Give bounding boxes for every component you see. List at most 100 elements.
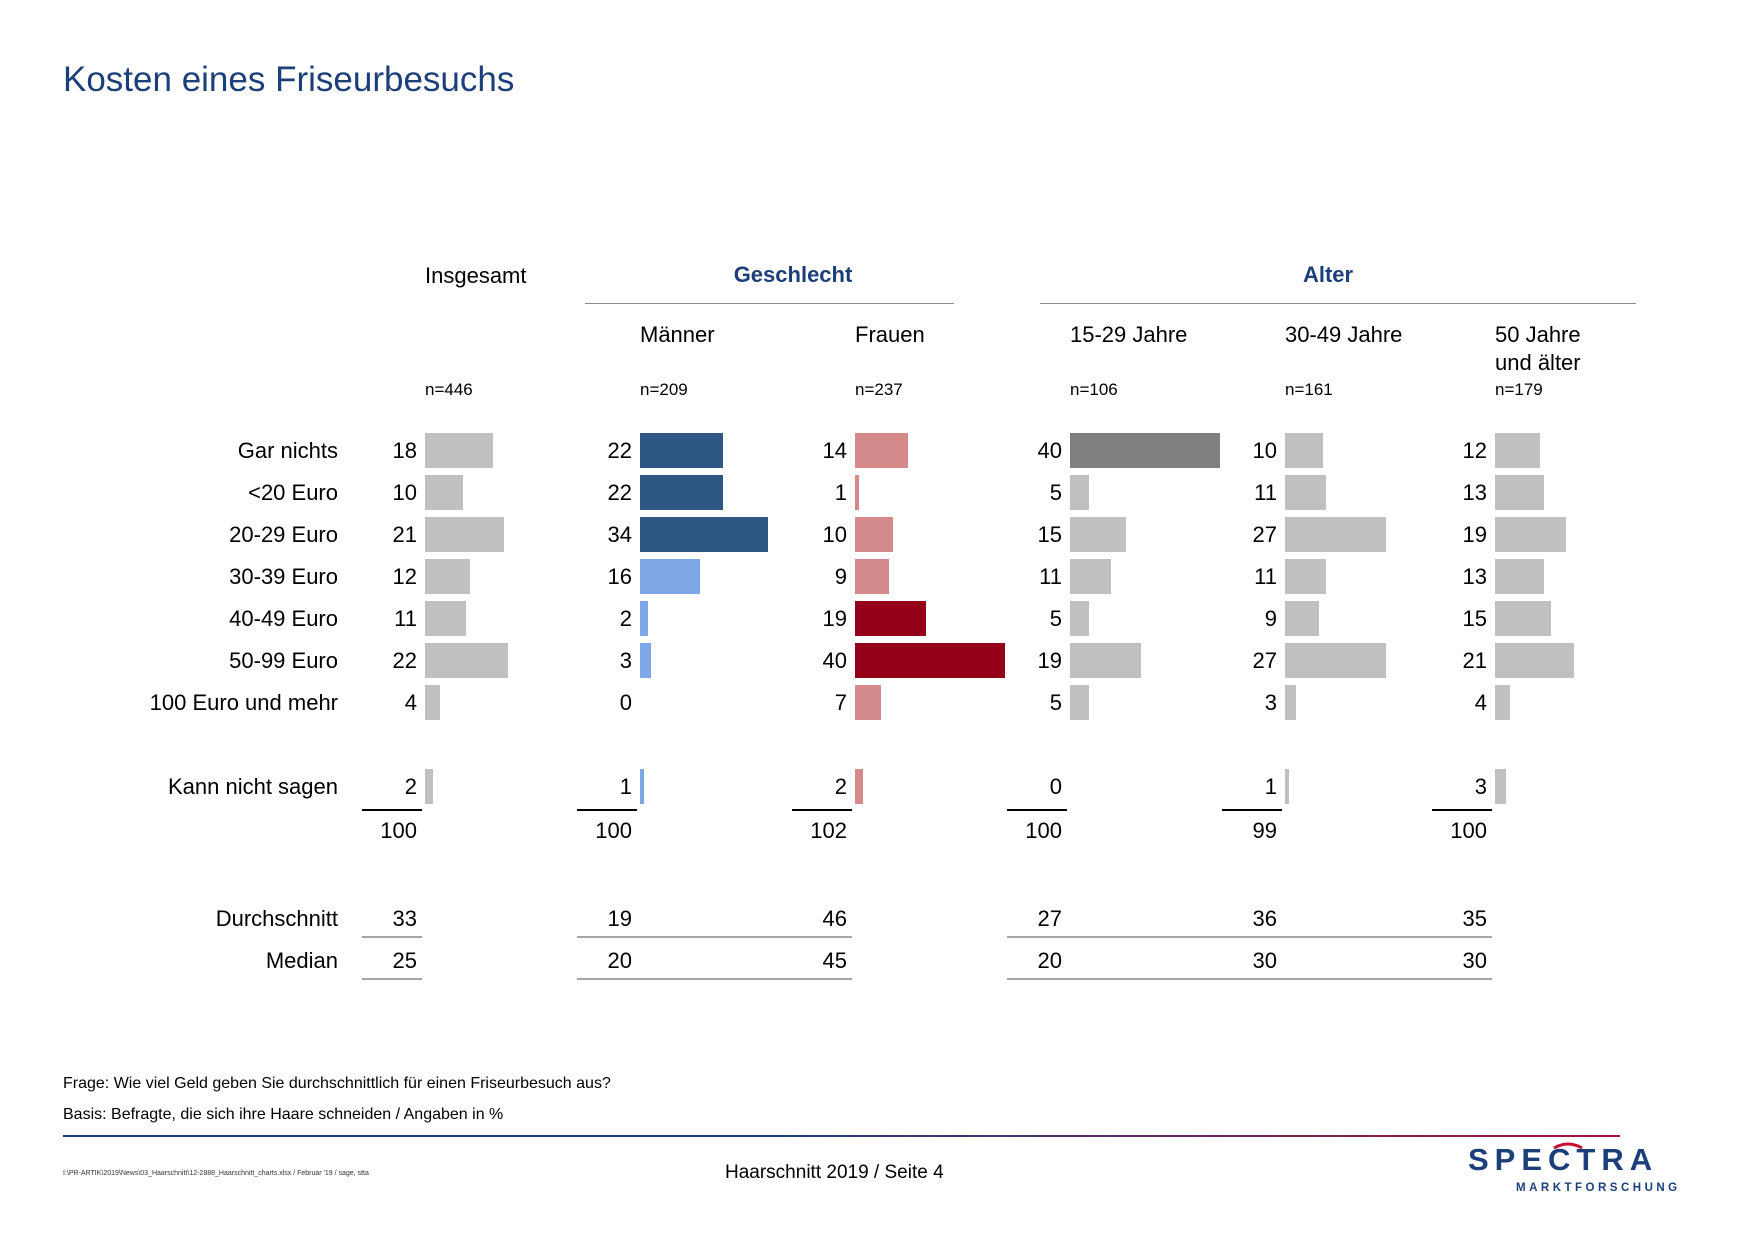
bar <box>640 517 768 552</box>
bar <box>1285 643 1387 678</box>
data-label: 22 <box>607 438 632 463</box>
bar <box>425 601 467 636</box>
bar <box>640 601 648 636</box>
data-label: 13 <box>1462 480 1487 505</box>
file-path: I:\PR-ARTIK\2019\News\03_Haarschnitt\12-… <box>63 1170 369 1177</box>
row-label-kann-nicht-sagen: Kann nicht sagen <box>167 774 338 799</box>
bar <box>425 643 508 678</box>
total-value: 100 <box>380 818 417 843</box>
data-label: 18 <box>392 438 417 463</box>
bar <box>1495 769 1507 804</box>
column-label-frauen: Frauen <box>855 322 925 347</box>
group-line-geschlecht <box>585 303 954 304</box>
column-label-insgesamt: Insgesamt <box>425 263 527 288</box>
sum-line <box>1222 809 1282 811</box>
data-label: 1 <box>834 480 847 505</box>
bar <box>855 475 859 510</box>
average-value: 46 <box>822 906 847 931</box>
bar <box>1285 433 1323 468</box>
data-label: 21 <box>392 522 417 547</box>
spectra-logo: SPECTRA MARKTFORSCHUNG <box>1468 1142 1681 1194</box>
data-label: 1 <box>1264 774 1277 799</box>
data-label: 34 <box>607 522 632 547</box>
bar <box>1495 643 1574 678</box>
average-value: 33 <box>392 906 417 931</box>
row-label-median: Median <box>265 948 338 973</box>
group-line-alter <box>1040 303 1636 304</box>
column-label-15-29: 15-29 Jahre <box>1070 322 1188 347</box>
sum-line <box>362 809 422 811</box>
row-label-40-49: 40-49 Euro <box>229 606 338 631</box>
group-title-geschlecht: Geschlecht <box>733 262 853 287</box>
data-label: 11 <box>1254 564 1277 589</box>
median-value: 20 <box>607 948 632 973</box>
data-label: 10 <box>1252 438 1277 463</box>
total-value: 100 <box>1450 818 1487 843</box>
average-value: 27 <box>1037 906 1062 931</box>
sum-line <box>792 809 852 811</box>
bar <box>1495 685 1510 720</box>
average-underline <box>362 936 422 938</box>
data-label: 11 <box>1254 480 1277 505</box>
median-value: 30 <box>1462 948 1487 973</box>
total-value: 100 <box>1025 818 1062 843</box>
group-title-alter: Alter <box>1302 262 1354 287</box>
bar <box>640 769 644 804</box>
data-label: 5 <box>1049 606 1062 631</box>
average-underline <box>1007 936 1492 938</box>
data-label: 10 <box>822 522 847 547</box>
data-label: 15 <box>1462 606 1487 631</box>
data-label: 0 <box>1049 774 1062 799</box>
column-n-50-plus: n=179 <box>1495 380 1543 399</box>
data-label: 40 <box>822 648 847 673</box>
bar <box>425 475 463 510</box>
bar <box>1070 475 1089 510</box>
bar <box>425 433 493 468</box>
bar <box>1070 601 1089 636</box>
column-label-maenner: Männer <box>640 322 715 347</box>
data-label: 15 <box>1037 522 1062 547</box>
bar <box>425 769 433 804</box>
average-value: 19 <box>607 906 632 931</box>
bar <box>855 685 882 720</box>
bar <box>425 559 470 594</box>
row-label-gar-nichts: Gar nichts <box>237 438 338 463</box>
median-value: 30 <box>1252 948 1277 973</box>
bar <box>1495 601 1552 636</box>
data-label: 3 <box>1474 774 1487 799</box>
bar <box>855 643 1005 678</box>
data-label: 12 <box>1462 438 1487 463</box>
data-label: 9 <box>1264 606 1277 631</box>
data-label: 3 <box>619 648 632 673</box>
basis-note: Basis: Befragte, die sich ihre Haare sch… <box>63 1106 504 1123</box>
average-value: 35 <box>1462 906 1487 931</box>
bar <box>425 685 440 720</box>
average-underline <box>577 936 852 938</box>
data-label: 2 <box>404 774 417 799</box>
data-label: 16 <box>607 564 632 589</box>
bar <box>1070 433 1220 468</box>
bar <box>1070 559 1112 594</box>
bar <box>1495 517 1567 552</box>
data-label: 0 <box>619 690 632 715</box>
data-label: 5 <box>1049 480 1062 505</box>
sum-line <box>577 809 637 811</box>
column-n-frauen: n=237 <box>855 380 903 399</box>
total-value: 102 <box>810 818 847 843</box>
median-value: 25 <box>392 948 417 973</box>
data-label: 11 <box>394 606 417 631</box>
average-value: 36 <box>1252 906 1277 931</box>
median-value: 20 <box>1037 948 1062 973</box>
bar <box>855 517 893 552</box>
data-label: 19 <box>1462 522 1487 547</box>
bar <box>1495 559 1544 594</box>
bar <box>1285 601 1319 636</box>
data-label: 19 <box>1037 648 1062 673</box>
logo-subtitle: MARKTFORSCHUNG <box>1516 1182 1681 1194</box>
column-n-15-29: n=106 <box>1070 380 1118 399</box>
row-label-unter-20: <20 Euro <box>248 480 338 505</box>
sum-line <box>1432 809 1492 811</box>
total-value: 99 <box>1252 818 1277 843</box>
median-underline <box>362 978 422 980</box>
data-label: 2 <box>834 774 847 799</box>
